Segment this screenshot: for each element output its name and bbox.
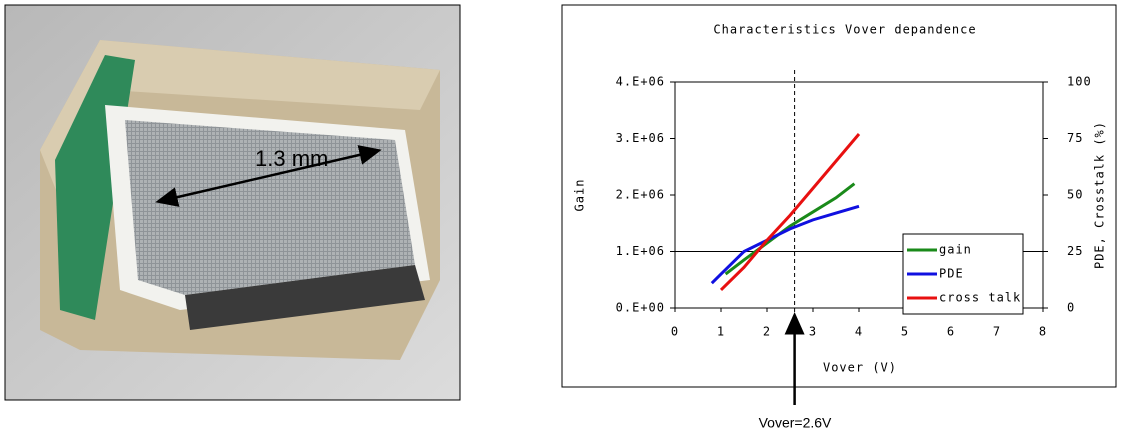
x-tick-label: 2 <box>763 325 771 339</box>
photo: 1.3 mm <box>4 4 461 401</box>
series-line <box>710 204 860 285</box>
x-tick-label: 0 <box>671 325 679 339</box>
y2-tick-label: 50 <box>1067 188 1083 202</box>
x-tick-label: 1 <box>717 325 725 339</box>
y2-tick-label: 25 <box>1067 244 1083 258</box>
x-tick-label: 6 <box>947 325 955 339</box>
size-arrow <box>155 145 382 207</box>
x-axis-title: Vover (V) <box>823 361 897 375</box>
y2-tick-label: 75 <box>1067 131 1083 145</box>
size-label: 1.3 mm <box>255 146 328 171</box>
y-axis-title: Gain <box>573 179 587 212</box>
annotation: Vover=2.6V <box>759 415 832 431</box>
y-tick-label: 2.E+06 <box>616 188 665 202</box>
chart-title: Characteristics Vover depandence <box>713 23 976 37</box>
y-tick-label: 0.E+00 <box>616 301 665 315</box>
y-tick-label: 4.E+06 <box>616 75 665 89</box>
y2-tick-label: 100 <box>1067 75 1092 89</box>
x-tick-label: 8 <box>1039 325 1047 339</box>
x-tick-label: 4 <box>855 325 863 339</box>
legend-label: cross talk <box>939 291 1021 305</box>
y2-tick-label: 0 <box>1067 301 1075 315</box>
x-tick-label: 5 <box>901 325 909 339</box>
series-line <box>724 182 856 276</box>
y-tick-label: 3.E+06 <box>616 131 665 145</box>
x-tick-label: 7 <box>993 325 1001 339</box>
legend-label: gain <box>939 243 972 257</box>
x-tick-label: 3 <box>809 325 817 339</box>
sensor-edge <box>185 265 425 330</box>
legend-label: PDE <box>939 267 964 281</box>
chip-top <box>40 40 440 200</box>
y2-axis-title: PDE, Crosstalk (%) <box>1093 121 1107 269</box>
y-tick-label: 1.E+06 <box>616 244 665 258</box>
series-line <box>719 133 861 291</box>
